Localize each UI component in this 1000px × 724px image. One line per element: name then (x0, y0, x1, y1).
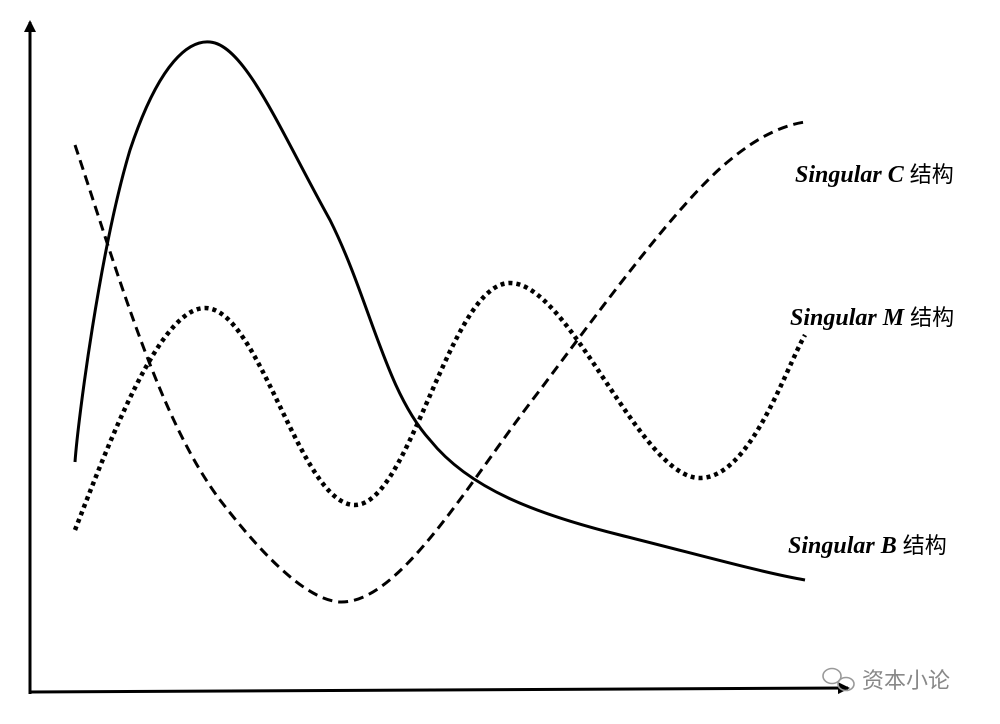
label-m: Singular M 结构 (790, 305, 954, 331)
label-name: Singular M (790, 305, 906, 331)
label-suffix: 结构 (910, 163, 954, 188)
curve-b (73, 40, 806, 582)
label-b: Singular B 结构 (788, 533, 947, 559)
label-c: Singular C 结构 (795, 162, 954, 188)
curve-c (73, 120, 806, 604)
wechat-icon (822, 667, 855, 692)
label-name: Singular C (795, 162, 905, 188)
label-name: Singular B (788, 533, 897, 559)
watermark: 资本小论 (862, 669, 950, 694)
label-suffix: 结构 (910, 306, 954, 331)
curve-m (72, 280, 807, 531)
x-axis (29, 682, 850, 695)
label-suffix: 结构 (903, 534, 947, 559)
